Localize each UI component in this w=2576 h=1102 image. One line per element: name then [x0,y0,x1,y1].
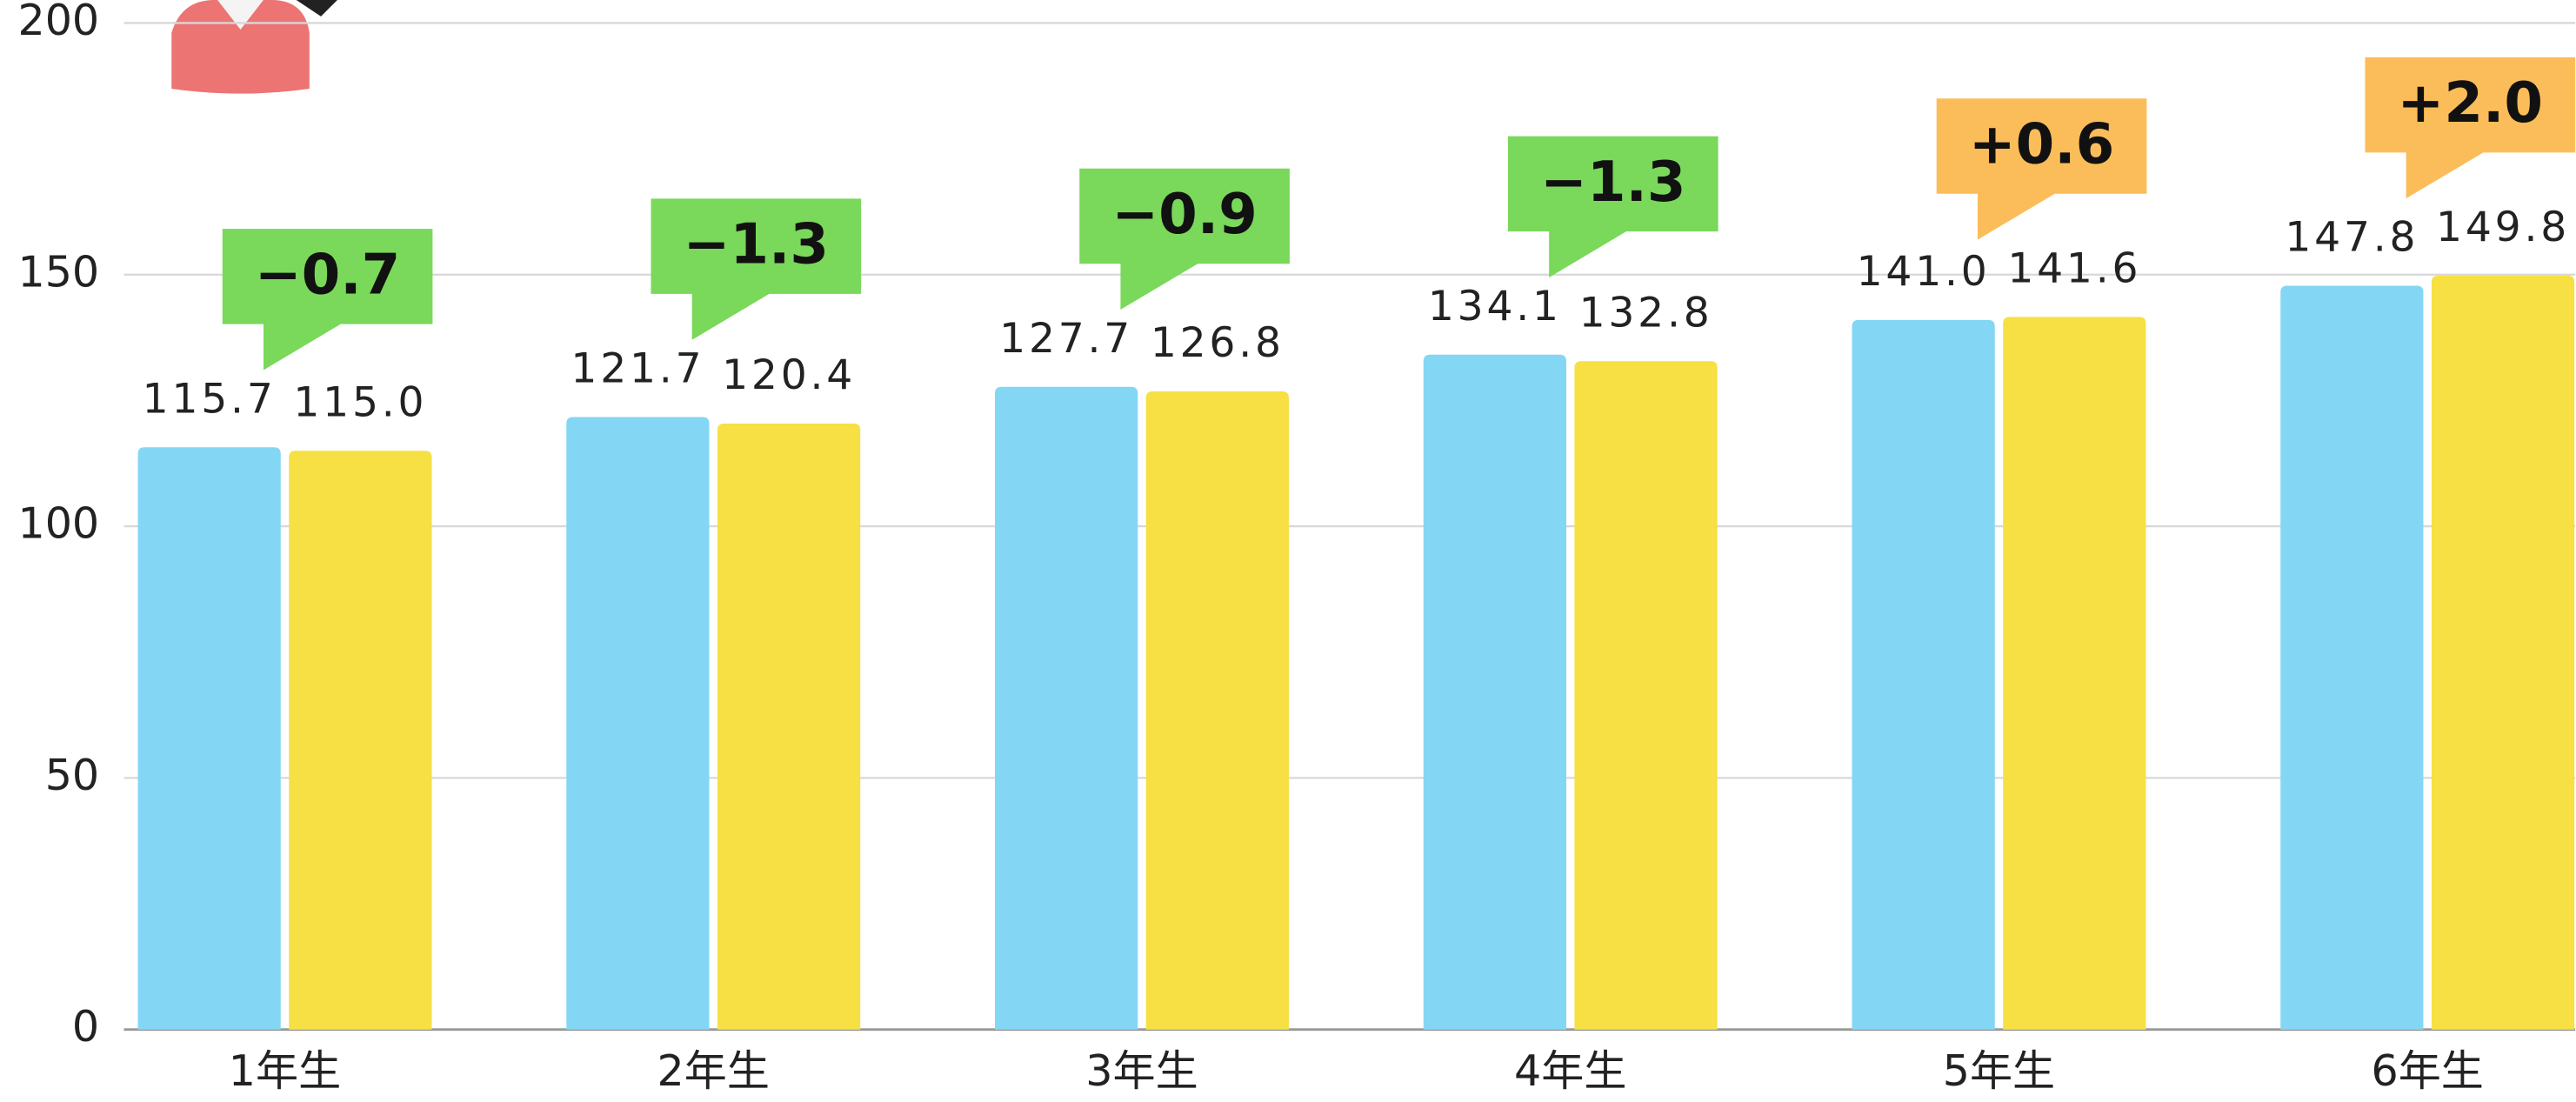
difference-label: −0.9 [1111,182,1257,247]
value-label: 126.8 [1151,319,1285,367]
y-tick-label: 200 [17,0,99,45]
value-label: 120.4 [722,351,856,399]
value-label: 132.8 [1579,289,1713,337]
value-label: 115.0 [293,378,427,426]
character-illustration [171,0,337,94]
difference-callout [2365,57,2576,199]
difference-label: −0.7 [255,242,400,307]
difference-callout [1936,98,2147,240]
bar [2431,275,2575,1030]
bar [566,417,710,1030]
bar [1852,319,1995,1030]
difference-callout [1079,168,1290,311]
difference-label: −1.3 [1540,150,1685,215]
difference-callout [651,198,862,340]
x-tick-label: 1年生 [229,1045,341,1096]
x-tick-label: 5年生 [1943,1045,2055,1096]
bar [2280,285,2424,1030]
bar [1574,361,1718,1030]
value-label: 141.0 [1857,248,1991,296]
bar [1423,354,1566,1030]
value-label: 127.7 [999,315,1133,363]
bar [995,386,1138,1030]
bar [289,451,432,1030]
value-label: 115.7 [143,375,277,423]
bar [2003,317,2146,1030]
x-tick-label: 4年生 [1514,1045,1626,1096]
y-tick-label: 150 [17,246,99,297]
value-label: 121.7 [571,345,704,393]
y-tick-label: 50 [45,750,99,800]
value-label: 147.8 [2285,214,2419,262]
bar [1145,391,1289,1030]
bar [137,447,281,1030]
y-tick-label: 0 [72,1001,99,1052]
difference-label: −1.3 [684,212,829,277]
x-tick-label: 2年生 [657,1045,770,1096]
value-label: 134.1 [1428,283,1562,331]
value-label: 141.6 [2007,244,2141,292]
bar [717,424,861,1030]
x-tick-label: 6年生 [2372,1045,2484,1096]
x-tick-label: 3年生 [1085,1045,1198,1096]
difference-label: +2.0 [2398,70,2543,136]
y-tick-label: 100 [17,498,99,549]
difference-callout [1507,136,1718,278]
difference-label: +0.6 [1969,111,2114,177]
value-label: 149.8 [2436,204,2570,251]
difference-callout [222,229,433,371]
